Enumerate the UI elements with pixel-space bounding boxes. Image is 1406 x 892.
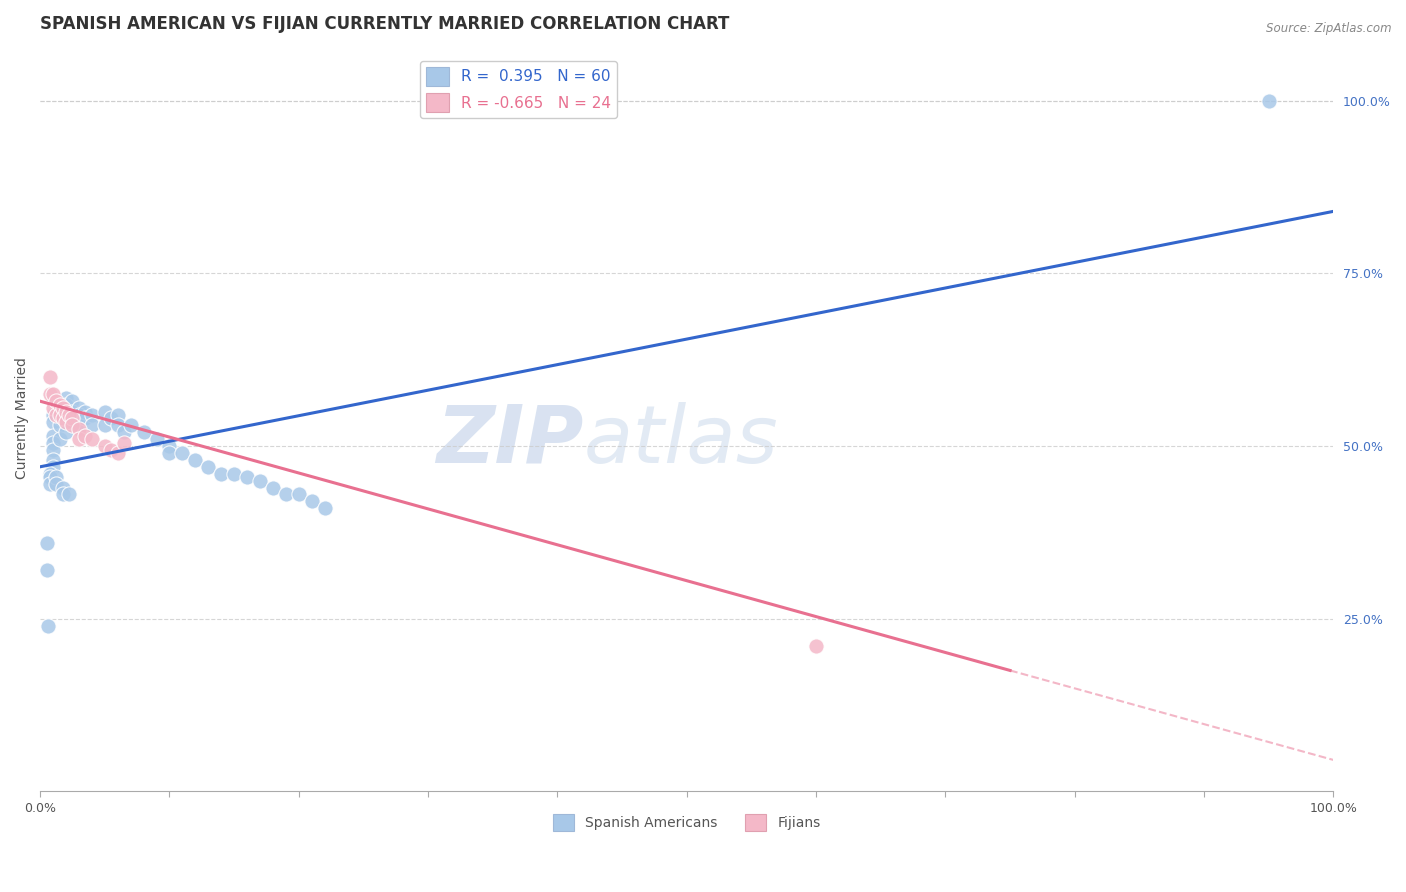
Point	[184, 453, 207, 467]
Point	[62, 418, 84, 433]
Point	[112, 435, 135, 450]
Point	[100, 411, 122, 425]
Point	[42, 428, 65, 442]
Point	[132, 425, 155, 440]
Point	[58, 408, 80, 422]
Point	[67, 418, 90, 433]
Point	[804, 640, 827, 654]
Point	[55, 404, 77, 418]
Point	[52, 481, 75, 495]
Point	[197, 459, 219, 474]
Point	[42, 453, 65, 467]
Point	[39, 470, 62, 484]
Point	[94, 404, 117, 418]
Point	[75, 411, 97, 425]
Point	[67, 401, 90, 416]
Point	[39, 387, 62, 401]
Point	[48, 398, 70, 412]
Point	[67, 422, 90, 436]
Point	[35, 563, 58, 577]
Point	[42, 401, 65, 416]
Point	[48, 418, 70, 433]
Point	[209, 467, 232, 481]
Point	[55, 391, 77, 405]
Point	[159, 439, 181, 453]
Point	[52, 487, 75, 501]
Text: atlas: atlas	[583, 401, 778, 480]
Point	[45, 477, 67, 491]
Text: ZIP: ZIP	[436, 401, 583, 480]
Point	[52, 401, 75, 416]
Point	[39, 467, 62, 481]
Point	[75, 428, 97, 442]
Point	[262, 481, 284, 495]
Point	[45, 408, 67, 422]
Point	[62, 394, 84, 409]
Point	[274, 487, 297, 501]
Point	[35, 535, 58, 549]
Point	[1257, 94, 1279, 108]
Y-axis label: Currently Married: Currently Married	[15, 358, 30, 479]
Point	[48, 432, 70, 446]
Point	[236, 470, 259, 484]
Point	[42, 387, 65, 401]
Point	[67, 411, 90, 425]
Point	[37, 618, 59, 632]
Point	[224, 467, 246, 481]
Point	[55, 398, 77, 412]
Point	[80, 432, 103, 446]
Point	[172, 446, 194, 460]
Point	[42, 435, 65, 450]
Point	[55, 425, 77, 440]
Point	[42, 408, 65, 422]
Point	[107, 408, 129, 422]
Point	[58, 487, 80, 501]
Point	[48, 408, 70, 422]
Point	[45, 470, 67, 484]
Point	[249, 474, 271, 488]
Point	[52, 411, 75, 425]
Text: Source: ZipAtlas.com: Source: ZipAtlas.com	[1267, 22, 1392, 36]
Point	[145, 432, 167, 446]
Point	[75, 404, 97, 418]
Point	[45, 394, 67, 409]
Point	[55, 404, 77, 418]
Point	[55, 415, 77, 429]
Point	[62, 415, 84, 429]
Point	[287, 487, 309, 501]
Point	[42, 415, 65, 429]
Point	[94, 418, 117, 433]
Point	[62, 411, 84, 425]
Point	[107, 418, 129, 433]
Point	[42, 459, 65, 474]
Point	[314, 501, 336, 516]
Point	[62, 404, 84, 418]
Point	[42, 442, 65, 457]
Point	[100, 442, 122, 457]
Point	[80, 408, 103, 422]
Point	[39, 477, 62, 491]
Point	[48, 411, 70, 425]
Point	[94, 439, 117, 453]
Point	[112, 425, 135, 440]
Point	[67, 408, 90, 422]
Point	[80, 418, 103, 433]
Point	[107, 446, 129, 460]
Point	[159, 446, 181, 460]
Point	[301, 494, 323, 508]
Legend: Spanish Americans, Fijians: Spanish Americans, Fijians	[547, 808, 825, 837]
Point	[67, 432, 90, 446]
Point	[120, 418, 142, 433]
Text: SPANISH AMERICAN VS FIJIAN CURRENTLY MARRIED CORRELATION CHART: SPANISH AMERICAN VS FIJIAN CURRENTLY MAR…	[41, 15, 730, 33]
Point	[39, 370, 62, 384]
